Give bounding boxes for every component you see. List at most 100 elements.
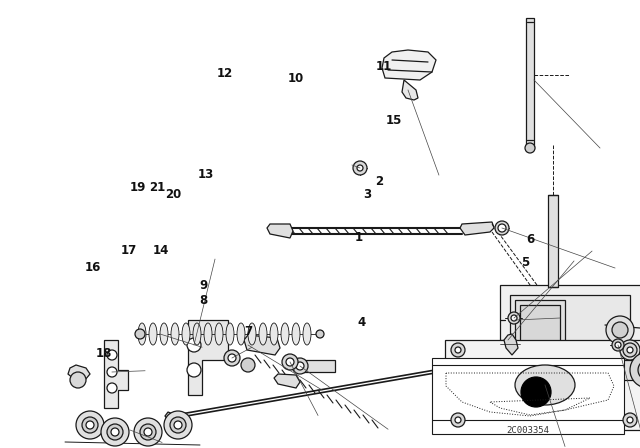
Text: 18: 18 — [95, 347, 112, 361]
Circle shape — [228, 354, 236, 362]
Bar — [510, 295, 630, 375]
Text: 17: 17 — [121, 244, 138, 258]
Circle shape — [316, 330, 324, 338]
Polygon shape — [402, 80, 418, 100]
Text: 6: 6 — [526, 233, 534, 246]
Circle shape — [451, 413, 465, 427]
Circle shape — [187, 338, 201, 352]
Bar — [445, 340, 640, 430]
Circle shape — [498, 224, 506, 232]
Ellipse shape — [204, 323, 212, 345]
Polygon shape — [460, 222, 494, 235]
Ellipse shape — [292, 323, 300, 345]
Circle shape — [638, 360, 640, 380]
Circle shape — [282, 354, 298, 370]
Ellipse shape — [303, 323, 311, 345]
Circle shape — [623, 343, 637, 357]
Ellipse shape — [259, 323, 267, 345]
Ellipse shape — [270, 323, 278, 345]
Text: 14: 14 — [153, 244, 170, 258]
Circle shape — [630, 352, 640, 388]
Bar — [432, 358, 624, 434]
Circle shape — [76, 411, 104, 439]
Text: 1: 1 — [355, 231, 362, 244]
Text: 21: 21 — [148, 181, 165, 194]
Bar — [548, 195, 558, 287]
Text: 3: 3 — [364, 188, 371, 202]
Text: 16: 16 — [84, 261, 101, 275]
Ellipse shape — [226, 323, 234, 345]
Ellipse shape — [171, 323, 179, 345]
Circle shape — [174, 421, 182, 429]
Circle shape — [164, 411, 192, 439]
Circle shape — [357, 165, 363, 171]
Circle shape — [140, 424, 156, 440]
Circle shape — [615, 342, 621, 348]
Text: 11: 11 — [376, 60, 392, 73]
Text: 5: 5 — [521, 255, 529, 269]
Circle shape — [134, 418, 162, 446]
Circle shape — [612, 322, 628, 338]
Ellipse shape — [149, 323, 157, 345]
Bar — [520, 305, 560, 345]
Bar — [515, 300, 565, 350]
Text: 19: 19 — [129, 181, 146, 194]
Bar — [500, 285, 640, 395]
Text: 7: 7 — [244, 325, 252, 338]
Circle shape — [627, 347, 633, 353]
Text: 8: 8 — [200, 293, 207, 307]
Circle shape — [107, 424, 123, 440]
Circle shape — [111, 428, 119, 436]
Polygon shape — [382, 50, 436, 80]
Ellipse shape — [237, 323, 245, 345]
Polygon shape — [274, 374, 300, 388]
Circle shape — [511, 315, 517, 321]
Circle shape — [620, 340, 640, 360]
Circle shape — [187, 363, 201, 377]
Text: 2: 2 — [375, 175, 383, 188]
Ellipse shape — [281, 323, 289, 345]
Circle shape — [107, 367, 117, 377]
Ellipse shape — [515, 365, 575, 405]
Ellipse shape — [182, 323, 190, 345]
Circle shape — [525, 143, 535, 153]
Ellipse shape — [215, 323, 223, 345]
Polygon shape — [68, 365, 90, 380]
Circle shape — [144, 428, 152, 436]
Bar — [526, 18, 534, 148]
Circle shape — [241, 358, 255, 372]
Circle shape — [521, 377, 551, 407]
Text: 13: 13 — [198, 168, 214, 181]
Ellipse shape — [248, 323, 256, 345]
Circle shape — [451, 343, 465, 357]
Circle shape — [286, 358, 294, 366]
Bar — [618, 360, 640, 380]
Circle shape — [107, 350, 117, 360]
Polygon shape — [188, 320, 228, 395]
Circle shape — [86, 421, 94, 429]
Text: 9: 9 — [200, 279, 207, 293]
Circle shape — [107, 383, 117, 393]
Polygon shape — [244, 335, 280, 355]
Circle shape — [353, 161, 367, 175]
Text: 4: 4 — [358, 316, 365, 329]
Text: 10: 10 — [287, 72, 304, 85]
Ellipse shape — [160, 323, 168, 345]
Circle shape — [70, 372, 86, 388]
Circle shape — [623, 413, 637, 427]
Circle shape — [101, 418, 129, 446]
Ellipse shape — [138, 323, 146, 345]
Circle shape — [135, 329, 145, 339]
Circle shape — [455, 417, 461, 423]
Text: 15: 15 — [385, 113, 402, 127]
Circle shape — [455, 347, 461, 353]
Circle shape — [292, 358, 308, 374]
Text: 12: 12 — [217, 67, 234, 81]
Polygon shape — [104, 340, 128, 408]
Circle shape — [606, 316, 634, 344]
Bar — [300, 360, 335, 372]
Circle shape — [495, 221, 509, 235]
Text: 2C003354: 2C003354 — [506, 426, 550, 435]
Circle shape — [627, 417, 633, 423]
Text: 20: 20 — [164, 188, 181, 202]
